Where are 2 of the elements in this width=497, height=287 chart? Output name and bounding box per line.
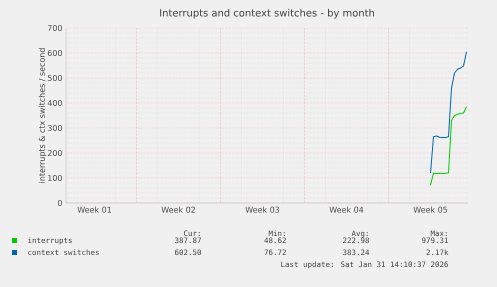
chart-title: Interrupts and context switches - by month [160, 8, 374, 19]
line-series [430, 51, 468, 174]
